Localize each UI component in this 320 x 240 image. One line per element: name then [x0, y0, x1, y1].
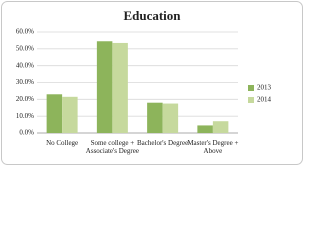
y-tick-label: 60.0% — [16, 28, 34, 36]
y-tick-label: 40.0% — [16, 61, 34, 69]
bar — [62, 96, 78, 133]
chart-container: Education 0.0% 10.0% 20.0% 30.0% 40.0% 50.0% 6… — [1, 1, 303, 165]
legend-label: 2013 — [257, 84, 272, 92]
legend-label: 2014 — [257, 96, 272, 104]
bar — [197, 125, 213, 133]
bar — [96, 41, 113, 134]
bar — [46, 94, 63, 133]
bar — [162, 103, 179, 133]
chart: Education 0.0% 10.0% 20.0% 30.0% 40.0% 50.0% 6… — [1, 1, 303, 165]
y-tick-label: 20.0% — [16, 95, 34, 103]
legend-swatch — [248, 85, 254, 91]
bar — [112, 42, 128, 133]
y-tick-label: 0.0% — [19, 129, 34, 137]
legend-swatch — [248, 97, 254, 103]
y-tick-label: 10.0% — [16, 112, 34, 120]
bar — [212, 121, 229, 133]
y-tick-label: 50.0% — [16, 44, 34, 52]
x-tick-label: No College — [46, 139, 79, 147]
bar — [147, 102, 163, 133]
y-tick-label: 30.0% — [16, 78, 34, 86]
x-tick-label: Bachelor's Degree — [137, 139, 189, 147]
x-tick-label: Some college + Associate's Degree — [85, 139, 139, 155]
chart-title: Education — [123, 8, 181, 23]
x-tick-label: Master's Degree + Above — [187, 139, 239, 155]
